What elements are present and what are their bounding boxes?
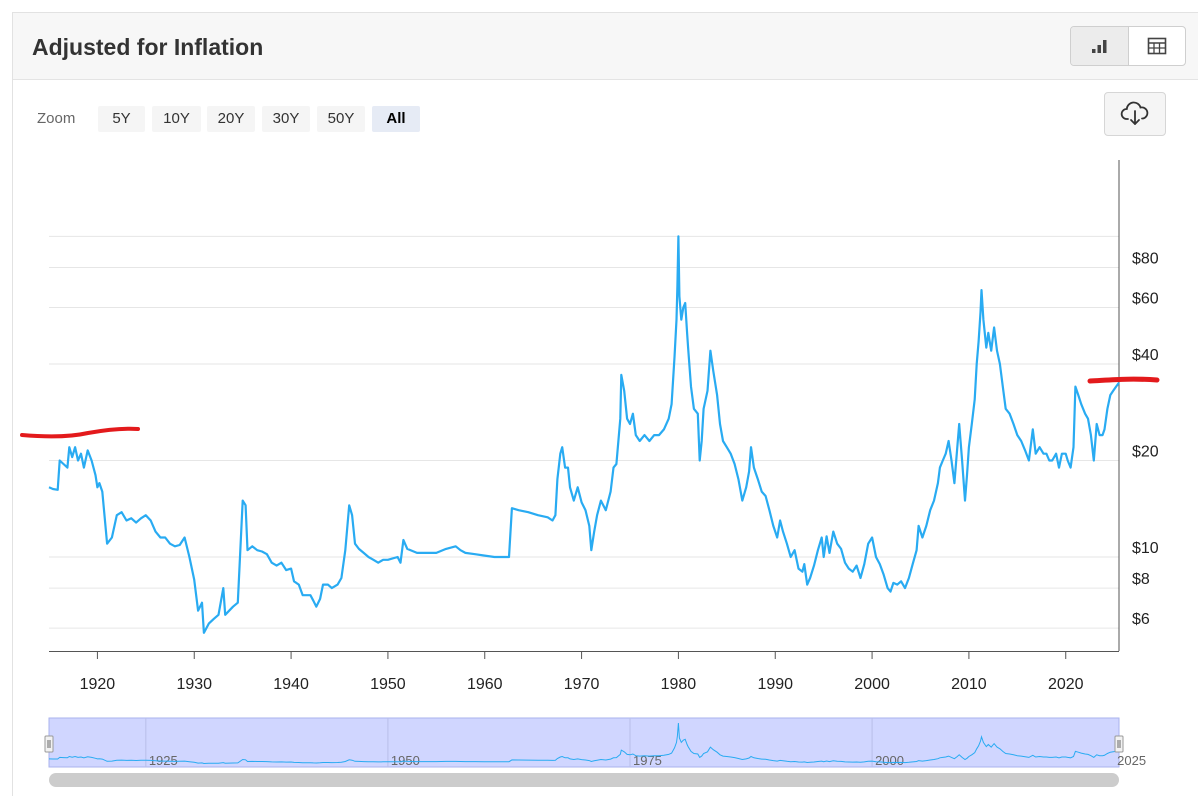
navigator-series-line (48, 722, 1120, 765)
x-tick-label: 1990 (757, 676, 793, 693)
table-icon (1147, 37, 1167, 55)
annotation-mark-left (20, 426, 140, 439)
y-tick-label: $40 (1132, 347, 1159, 364)
y-tick-label: $20 (1132, 444, 1159, 461)
x-tick-label: 1960 (467, 676, 503, 693)
x-tick-label: 1980 (661, 676, 697, 693)
navigator-label: 1925 (149, 753, 178, 768)
navigator-label: 2000 (875, 753, 904, 768)
chart-title: Adjusted for Inflation (32, 34, 264, 60)
y-tick-label: $80 (1132, 251, 1159, 268)
view-toggle (1070, 26, 1186, 66)
x-tick-label: 2020 (1048, 676, 1084, 693)
chart-card: Adjusted for Inflation (12, 12, 1198, 796)
zoom-5y-button[interactable]: 5Y (98, 106, 145, 132)
zoom-label: Zoom (37, 110, 76, 127)
card-header: Adjusted for Inflation (13, 13, 1198, 80)
download-button[interactable] (1104, 92, 1166, 136)
navigator-label: 1950 (391, 753, 420, 768)
navigator-label: 2025 (1117, 753, 1146, 768)
zoom-20y-button[interactable]: 20Y (207, 106, 255, 132)
zoom-10y-button[interactable]: 10Y (152, 106, 201, 132)
x-tick-label: 1950 (370, 676, 406, 693)
x-tick-label: 2000 (854, 676, 890, 693)
x-tick-label: 2010 (951, 676, 987, 693)
x-tick-label: 1940 (273, 676, 309, 693)
y-tick-label: $8 (1132, 571, 1150, 588)
zoom-30y-button[interactable]: 30Y (262, 106, 310, 132)
table-view-button[interactable] (1129, 27, 1186, 65)
navigator-handle-left[interactable] (44, 735, 54, 753)
navigator-scrollbar[interactable] (49, 773, 1119, 787)
zoom-50y-button[interactable]: 50Y (317, 106, 365, 132)
chart-view-button[interactable] (1071, 27, 1129, 65)
annotation-mark-right (1087, 376, 1160, 384)
x-tick-label: 1930 (176, 676, 212, 693)
bar-chart-icon (1092, 40, 1107, 53)
navigator-handle-right[interactable] (1114, 735, 1124, 753)
price-series-line (48, 235, 1120, 634)
navigator-window[interactable] (48, 717, 1120, 768)
y-tick-label: $10 (1132, 540, 1159, 557)
navigator-label: 1975 (633, 753, 662, 768)
x-tick-label: 1970 (564, 676, 600, 693)
zoom-all-button[interactable]: All (372, 106, 420, 132)
download-cloud-icon (1120, 101, 1149, 125)
y-tick-label: $6 (1132, 611, 1150, 628)
x-tick-label: 1920 (80, 676, 116, 693)
y-tick-label: $60 (1132, 291, 1159, 308)
